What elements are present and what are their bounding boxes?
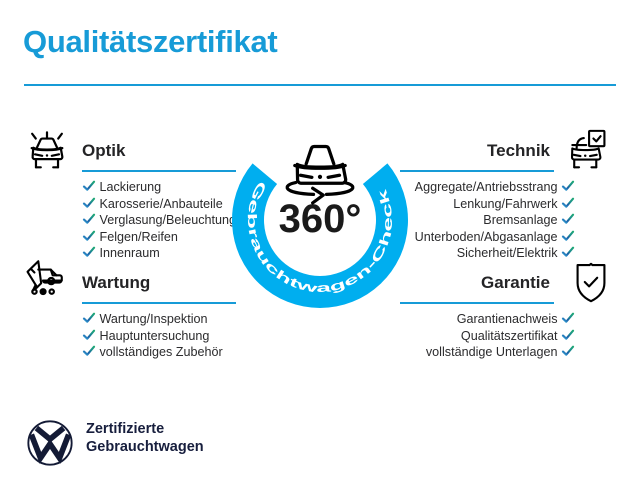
svg-text:360°: 360° xyxy=(279,197,362,241)
